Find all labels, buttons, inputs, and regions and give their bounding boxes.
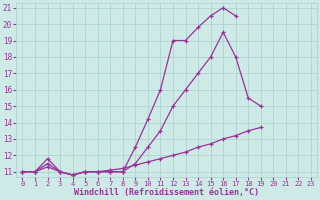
X-axis label: Windchill (Refroidissement éolien,°C): Windchill (Refroidissement éolien,°C) xyxy=(74,188,259,197)
